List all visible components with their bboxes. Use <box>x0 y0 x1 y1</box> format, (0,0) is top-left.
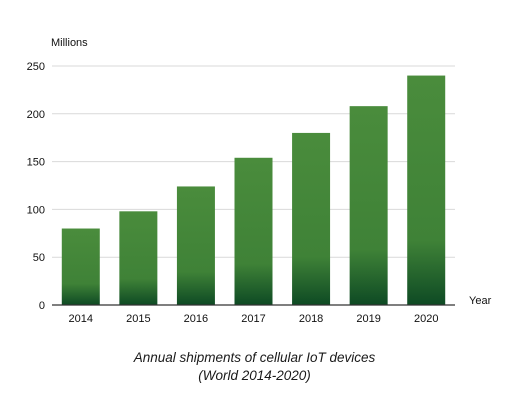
bar-2016 <box>176 186 215 305</box>
chart-title-line1: Annual shipments of cellular IoT devices <box>133 350 376 365</box>
y-tick-label: 50 <box>33 252 45 264</box>
x-tick-label: 2020 <box>414 313 438 325</box>
bar-2019 <box>349 106 388 305</box>
bar-2015 <box>119 211 158 305</box>
x-tick-label: 2017 <box>241 313 265 325</box>
x-tick-label: 2018 <box>299 313 323 325</box>
bar-2018 <box>292 132 331 305</box>
x-tick-label: 2016 <box>184 313 208 325</box>
y-axis-unit-label: Millions <box>51 37 88 49</box>
y-tick-label: 200 <box>27 109 45 121</box>
y-tick-label: 0 <box>39 300 45 312</box>
y-tick-label: 250 <box>27 61 45 73</box>
x-tick-label: 2014 <box>69 313 93 325</box>
x-axis-label: Year <box>469 295 492 307</box>
bar-2017 <box>234 157 273 305</box>
x-tick-label: 2019 <box>356 313 380 325</box>
bar-2020 <box>407 75 446 305</box>
y-tick-label: 100 <box>27 204 45 216</box>
chart-title-line2: (World 2014-2020) <box>198 368 311 383</box>
bar-2014 <box>61 228 100 305</box>
y-tick-label: 150 <box>27 157 45 169</box>
x-tick-label: 2015 <box>126 313 150 325</box>
